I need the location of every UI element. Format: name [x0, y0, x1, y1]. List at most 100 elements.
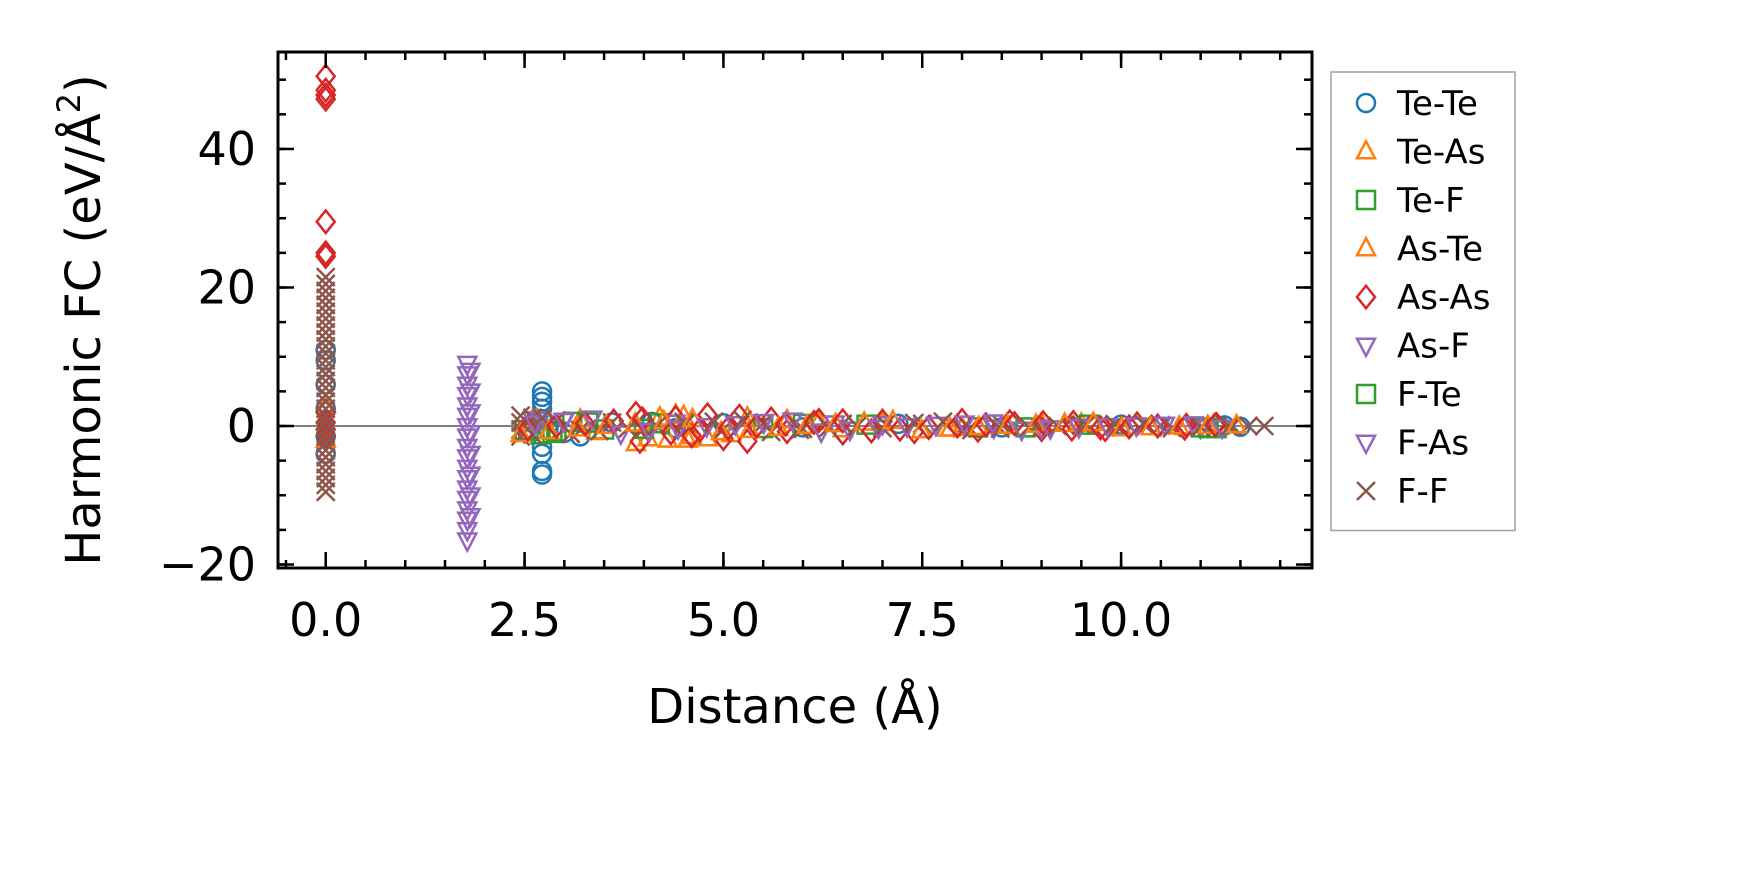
data-point — [1024, 411, 1048, 433]
legend-marker — [1354, 138, 1378, 160]
legend-item: As-Te — [1354, 230, 1483, 270]
data-point — [967, 414, 990, 436]
data-point — [459, 362, 482, 384]
data-point — [545, 412, 567, 440]
data-point — [688, 417, 711, 444]
data-point — [1225, 412, 1248, 434]
data-point — [738, 417, 761, 439]
data-point — [315, 461, 336, 481]
legend-label: F-As — [1397, 424, 1469, 464]
legend-label: Te-Te — [1396, 84, 1478, 124]
data-point — [315, 468, 336, 488]
data-point — [510, 426, 531, 447]
data-point — [1175, 412, 1197, 439]
data-point — [1254, 416, 1275, 436]
data-point — [724, 415, 747, 437]
data-point — [459, 383, 482, 405]
data-point — [315, 243, 337, 270]
data-point — [953, 415, 976, 437]
legend-label: As-Te — [1397, 230, 1483, 270]
data-point — [315, 409, 337, 436]
data-point — [889, 415, 911, 443]
y-tick-label: 40 — [197, 122, 256, 176]
x-tick-label: 2.5 — [488, 593, 561, 647]
data-point — [752, 414, 776, 436]
data-point — [315, 281, 336, 301]
data-point — [315, 76, 337, 104]
data-point — [996, 412, 1019, 435]
legend-label: Te-F — [1396, 181, 1465, 221]
y-tick-label: 0 — [227, 399, 256, 453]
data-point — [315, 239, 337, 267]
tick-labels: 0.0 2.5 5.0 7.5 10.0 −20 0 20 40 — [159, 122, 1172, 647]
data-point — [315, 301, 336, 322]
x-axis-label: Distance (Å) — [647, 678, 942, 735]
legend-item: F-F — [1356, 472, 1448, 512]
data-point — [538, 418, 561, 440]
data-point — [315, 350, 336, 371]
data-point — [523, 415, 546, 437]
data-point — [781, 412, 804, 434]
data-point — [660, 419, 682, 447]
x-tick-label: 10.0 — [1070, 593, 1172, 647]
data-point — [896, 418, 919, 440]
data-point — [459, 466, 482, 488]
data-point — [1147, 412, 1169, 440]
data-point — [1089, 414, 1112, 442]
legend-marker — [1354, 434, 1378, 456]
data-point — [315, 274, 336, 294]
y-tick-label: 20 — [197, 260, 256, 314]
data-point — [1139, 414, 1162, 436]
data-point — [315, 416, 337, 443]
legend-item: Te-Te — [1355, 84, 1478, 124]
legend-item: Te-F — [1355, 181, 1465, 221]
data-point — [1061, 415, 1083, 443]
data-point — [609, 425, 632, 447]
legend-marker — [1355, 189, 1377, 211]
data-point — [315, 405, 336, 426]
data-point — [638, 422, 661, 444]
data-point — [315, 419, 336, 440]
data-point — [459, 424, 482, 446]
data-point — [315, 398, 336, 419]
data-point — [315, 315, 336, 336]
data-point — [838, 421, 861, 443]
data-point — [315, 454, 336, 474]
legend-marker — [1356, 481, 1376, 501]
data-point — [315, 349, 336, 371]
legend-marker — [1355, 283, 1377, 311]
data-point — [581, 410, 604, 432]
data-point — [510, 405, 531, 426]
data-point — [315, 447, 336, 468]
data-point — [566, 415, 589, 437]
data-point — [315, 336, 336, 357]
data-point — [315, 208, 337, 235]
data-point — [910, 417, 933, 439]
y-axis-label-close: ) — [56, 74, 112, 93]
data-point — [860, 417, 882, 445]
data-point — [531, 464, 553, 485]
data-point — [624, 410, 647, 432]
data-point — [456, 532, 479, 554]
data-point — [456, 521, 479, 543]
legend-item: As-As — [1355, 278, 1490, 318]
data-point — [696, 401, 719, 429]
data-point — [315, 322, 336, 343]
data-point — [939, 415, 962, 437]
data-point — [695, 418, 718, 440]
legend-label: F-F — [1397, 472, 1448, 512]
data-point — [315, 384, 336, 405]
data-point — [315, 423, 337, 450]
y-axis-label: Harmonic FC (eV/Å2) — [50, 74, 112, 566]
data-point — [552, 412, 575, 434]
data-point — [459, 508, 482, 530]
x-tick-label: 5.0 — [687, 593, 760, 647]
legend: Te-Te Te-As Te-F As-Te As-As As-F F-Te F-As F-F — [1330, 71, 1516, 532]
data-point — [459, 445, 482, 467]
data-point — [680, 422, 703, 449]
data-point — [767, 414, 790, 436]
legend-marker — [1355, 92, 1377, 114]
data-point — [1168, 413, 1191, 435]
y-axis-label-superscript: 2 — [50, 93, 88, 113]
